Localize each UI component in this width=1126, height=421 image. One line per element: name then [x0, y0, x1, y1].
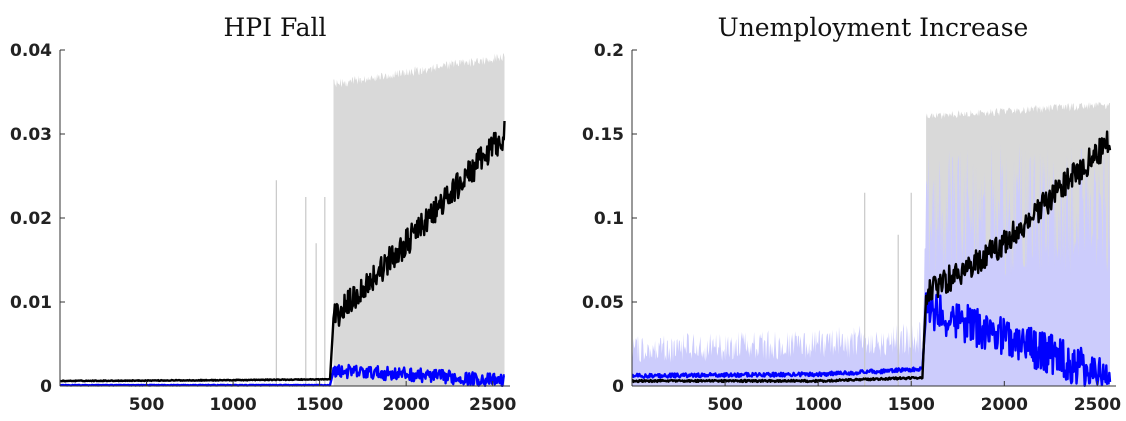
chart-title: Unemployment Increase: [718, 13, 1029, 42]
y-tick-label: 0.2: [594, 41, 624, 61]
series-blue: [631, 292, 1112, 387]
y-tick-label: 0.02: [10, 209, 52, 229]
chart-unemployment-increase: Unemployment Increase 500 1000 1500 2000 2500…: [582, 13, 1121, 415]
chart-title: HPI Fall: [224, 13, 327, 42]
x-tick-label: 500: [129, 395, 165, 415]
y-tick-label: 0.05: [582, 293, 624, 313]
series-blue: [59, 363, 505, 387]
x-tick-label: 1000: [794, 395, 841, 415]
x-tick-label: 1500: [888, 395, 935, 415]
y-tick-label: 0.1: [594, 209, 624, 229]
x-tick-label: 2000: [981, 395, 1028, 415]
y-tick-label: 0: [40, 377, 52, 397]
x-tick-label: 2000: [382, 395, 429, 415]
x-tick-label: 2500: [1074, 395, 1121, 415]
series-black: [59, 120, 506, 383]
x-tick-label: 2500: [469, 395, 516, 415]
series-black: [631, 130, 1112, 384]
y-tick-label: 0.04: [10, 41, 52, 61]
chart-hpi-fall: HPI Fall 500 1000 1500 2000 2500 0 0.01 0.02 0.03…: [10, 13, 516, 415]
y-tick-label: 0.01: [10, 293, 52, 313]
x-tick-label: 1000: [209, 395, 256, 415]
y-tick-label: 0: [612, 377, 624, 397]
x-tick-label: 500: [707, 395, 743, 415]
y-tick-label: 0.03: [10, 125, 52, 145]
x-tick-label: 1500: [296, 395, 343, 415]
y-tick-label: 0.15: [582, 125, 624, 145]
